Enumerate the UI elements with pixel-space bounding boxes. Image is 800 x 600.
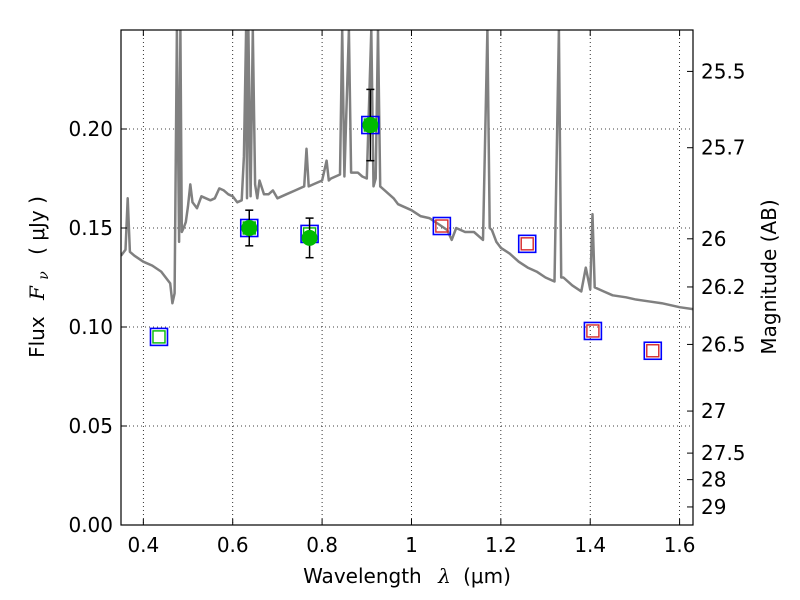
data-points <box>149 88 663 361</box>
y2-tick-label: 27 <box>701 399 726 423</box>
model-spectrum-line <box>121 30 693 311</box>
y2-tick-label: 29 <box>701 495 726 519</box>
x-axis-unit: (μm) <box>463 564 511 588</box>
x-tick-label: 0.8 <box>306 533 338 557</box>
model-flux-box-inner <box>586 324 600 338</box>
model-flux-box-outer <box>517 234 537 254</box>
observed-point <box>362 117 379 134</box>
y-axis-subscript: ν <box>36 271 52 280</box>
y2-tick-label: 26.2 <box>701 275 746 299</box>
x-tick-label: 1.4 <box>574 533 606 557</box>
y-axis-unit: ( μJy ) <box>25 196 49 255</box>
x-tick-label: 0.4 <box>127 533 159 557</box>
x-tick-label: 1.6 <box>664 533 696 557</box>
y-tick-label: 0.20 <box>68 117 113 141</box>
plot-frame <box>120 29 694 526</box>
observed-point <box>241 220 258 236</box>
model-flux-box-inner <box>520 237 534 251</box>
grid-lines <box>121 30 693 526</box>
y2-tick-label: 26 <box>701 227 726 251</box>
model-flux-box-inner <box>646 344 660 358</box>
y2-axis-title: Magnitude (AB) <box>757 199 781 354</box>
y2-tick-label: 28 <box>701 468 726 492</box>
y-tick-label: 0.15 <box>68 216 113 240</box>
model-flux-box-outer <box>149 327 169 347</box>
model-flux-box-outer <box>432 216 452 236</box>
model-flux-box-inner <box>435 219 449 233</box>
y-tick-label: 0.00 <box>68 513 113 537</box>
y-axis-symbol: F <box>25 285 49 301</box>
y-axis-label: Flux <box>25 316 49 358</box>
model-flux-box-inner <box>152 330 166 344</box>
y-tick-label: 0.05 <box>68 414 113 438</box>
x-tick-label: 0.6 <box>217 533 249 557</box>
y-tick-label: 0.10 <box>68 315 113 339</box>
axis-ticks: 0.4 0.6 0.8 1 1.2 1.4 1.6 0.00 0.05 0.10 0.15 0.20 2… <box>68 30 746 557</box>
x-axis-symbol: λ <box>437 564 451 588</box>
y2-tick-label: 26.5 <box>701 332 746 356</box>
model-spectrum <box>121 30 693 311</box>
y2-tick-label: 25.7 <box>701 136 746 160</box>
x-tick-label: 1 <box>405 533 418 557</box>
y-axis-title: Flux F ν ( μJy ) <box>25 196 53 358</box>
model-flux-box-outer <box>643 341 663 361</box>
observed-point <box>301 229 318 246</box>
y2-tick-label: 25.5 <box>701 59 746 83</box>
model-flux-box-outer <box>583 321 603 341</box>
x-axis-label: Wavelength <box>303 564 422 588</box>
x-axis-title: Wavelength λ (μm) <box>303 564 511 588</box>
x-tick-label: 1.2 <box>485 533 517 557</box>
y2-tick-label: 27.5 <box>701 441 746 465</box>
